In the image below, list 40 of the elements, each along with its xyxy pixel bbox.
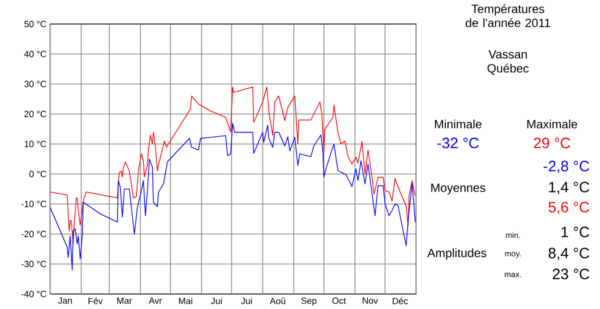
text: Moyennes	[431, 184, 486, 194]
x-tick-label: Mar	[117, 298, 132, 304]
y-tick-label: 30 °C	[24, 80, 46, 88]
x-tick-label: Mai	[179, 298, 192, 304]
y-tick-label: 20 °C	[24, 110, 46, 118]
text: Températures de l'année 2011	[466, 4, 550, 28]
text: Vassan Québec	[488, 50, 529, 75]
text: 1,4 °C	[549, 182, 590, 194]
y-tick-label: -30 °C	[21, 260, 46, 268]
y-tick-label: 50 °C	[24, 20, 46, 28]
text: 23 °C	[552, 268, 590, 280]
text: -32 °C	[437, 138, 479, 148]
x-tick-label: Jui	[241, 298, 252, 304]
x-tick-label: Jui	[210, 298, 222, 304]
text: Minimale	[434, 120, 482, 128]
y-tick-label: -20 °C	[21, 230, 46, 238]
y-tick-label: 40 °C	[24, 50, 46, 58]
y-tick-label: -40 °C	[21, 290, 46, 298]
x-tick-label: Sep	[301, 298, 316, 306]
text: moy.	[505, 252, 521, 258]
x-tick-label: Nov	[362, 298, 378, 304]
text: -2,8 °C	[544, 160, 590, 174]
x-tick-label: Aoû	[270, 298, 286, 304]
x-tick-label: Avr	[148, 298, 162, 304]
text: 1 °C	[562, 226, 590, 238]
y-tick-label: 0 °C	[29, 170, 46, 178]
text: 8,4 °C	[548, 248, 590, 260]
x-tick-label: Jan	[58, 298, 72, 304]
y-tick-label: 10 °C	[24, 140, 46, 148]
text: max.	[504, 272, 521, 278]
text: 29 °C	[534, 138, 570, 148]
text: min.	[506, 232, 520, 238]
x-tick-label: Déc	[392, 298, 408, 304]
text: 5,6 °C	[548, 202, 590, 214]
y-tick-label: -10 °C	[21, 200, 46, 208]
text: Maximale	[527, 120, 578, 128]
x-tick-label: Oct	[332, 298, 346, 304]
text: Amplitudes	[427, 248, 486, 260]
line-series	[50, 122, 416, 270]
x-tick-label: Fév	[88, 298, 103, 304]
